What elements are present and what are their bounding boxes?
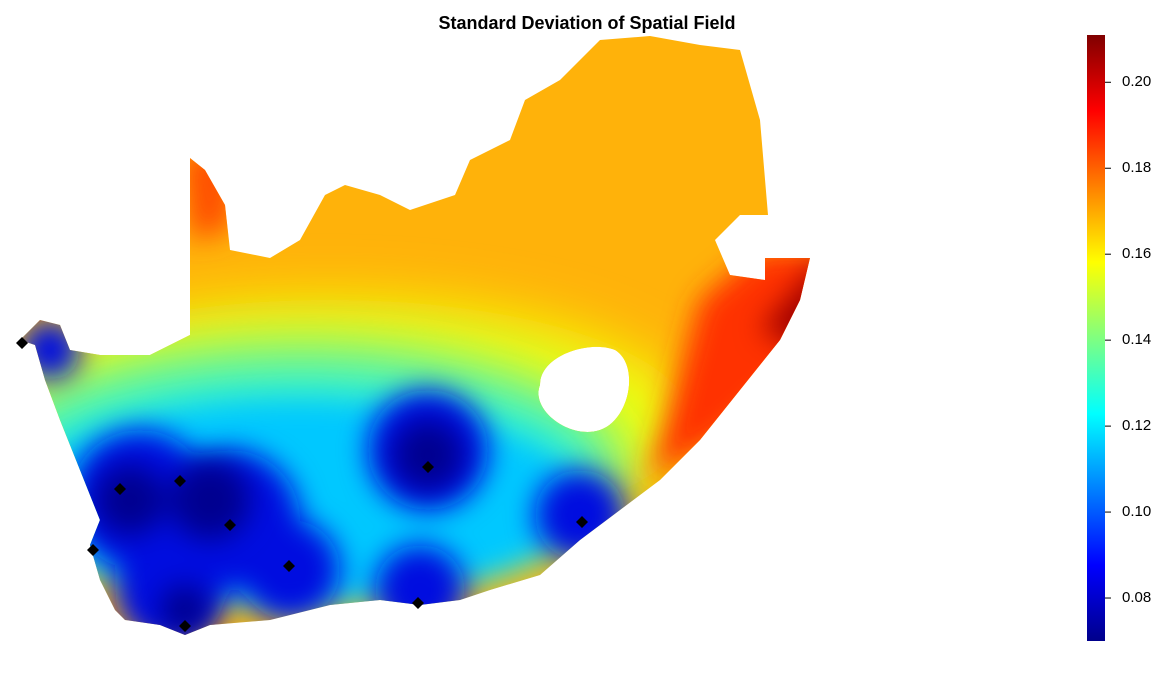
- colorbar-tick-label: 0.12: [1122, 417, 1151, 434]
- map-title: Standard Deviation of Spatial Field: [438, 13, 735, 33]
- colorbar-tick-label: 0.14: [1122, 331, 1151, 348]
- colorbar: [1087, 35, 1105, 641]
- colorbar-tick-label: 0.10: [1122, 503, 1151, 520]
- colorbar-tick-label: 0.16: [1122, 245, 1151, 262]
- spatial-field: [20, 36, 810, 635]
- colorbar-tick-label: 0.20: [1122, 73, 1151, 90]
- colorbar-tick-label: 0.08: [1122, 589, 1151, 606]
- colorbar-tick-label: 0.18: [1122, 159, 1151, 176]
